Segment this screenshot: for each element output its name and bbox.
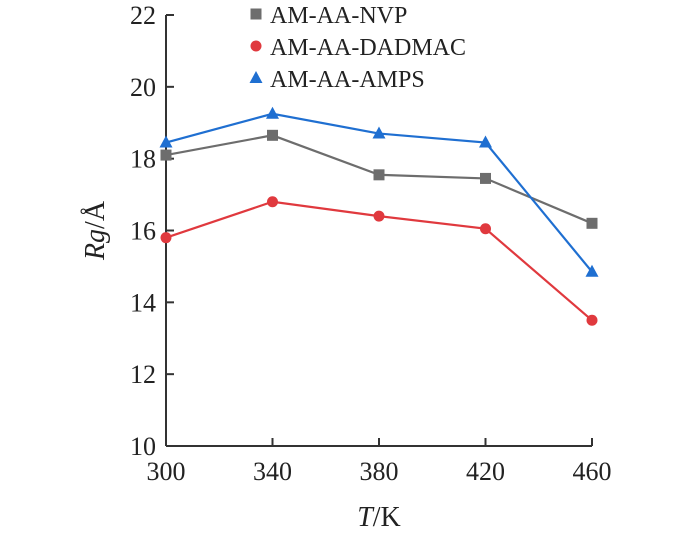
- data-point: [160, 149, 172, 161]
- data-point: [586, 314, 598, 326]
- data-point: [159, 135, 173, 148]
- legend-item: AM-AA-DADMAC: [250, 35, 466, 61]
- x-tick-label: 300: [147, 457, 186, 486]
- data-point: [266, 106, 279, 119]
- y-tick-label: 12: [130, 360, 156, 389]
- legend-label: AM-AA-AMPS: [270, 67, 425, 93]
- x-tick-label: 380: [360, 457, 399, 486]
- x-axis-title: T/K: [357, 502, 401, 533]
- x-tick-label: 340: [253, 457, 292, 486]
- y-axis-unit: /Å: [80, 200, 111, 229]
- series-am-aa-amps: [159, 106, 599, 277]
- series-layer: [159, 106, 599, 326]
- legend-item: AM-AA-AMPS: [249, 67, 425, 93]
- data-point: [267, 129, 278, 141]
- y-tick-label: 14: [130, 288, 156, 317]
- legend-label: AM-AA-NVP: [270, 3, 407, 29]
- legend-marker: [250, 8, 262, 20]
- x-axis-variable: T: [357, 502, 375, 533]
- legend-label: AM-AA-DADMAC: [270, 35, 466, 61]
- data-point: [480, 223, 491, 235]
- series-am-aa-dadmac: [160, 196, 598, 326]
- legend-marker: [249, 71, 263, 83]
- series-am-aa-nvp: [160, 129, 598, 229]
- y-axis-variable: Rg: [80, 229, 111, 261]
- data-point: [373, 169, 385, 181]
- data-point: [480, 172, 491, 184]
- x-axis-unit: /K: [373, 502, 401, 533]
- legend-item: AM-AA-NVP: [250, 3, 407, 29]
- legend-marker: [250, 40, 262, 52]
- y-tick-label: 10: [130, 432, 156, 461]
- legend: AM-AA-NVP AM-AA-DADMAC AM-AA-AMPS: [249, 3, 466, 93]
- data-point: [160, 232, 172, 244]
- y-tick-label: 20: [130, 73, 156, 102]
- tick-group: 10 12 14 16 18 20 22 300 340 380 420 460: [130, 1, 612, 486]
- data-point: [267, 196, 278, 208]
- y-tick-label: 16: [130, 217, 156, 246]
- data-point: [479, 135, 492, 148]
- data-point: [373, 210, 385, 222]
- y-tick-label: 22: [130, 1, 156, 30]
- data-point: [372, 126, 386, 139]
- y-tick-label: 18: [130, 145, 156, 174]
- x-tick-label: 420: [466, 457, 505, 486]
- data-point: [586, 217, 598, 229]
- x-tick-label: 460: [573, 457, 612, 486]
- y-axis-title: Rg/Å: [80, 200, 111, 261]
- data-point: [585, 264, 599, 277]
